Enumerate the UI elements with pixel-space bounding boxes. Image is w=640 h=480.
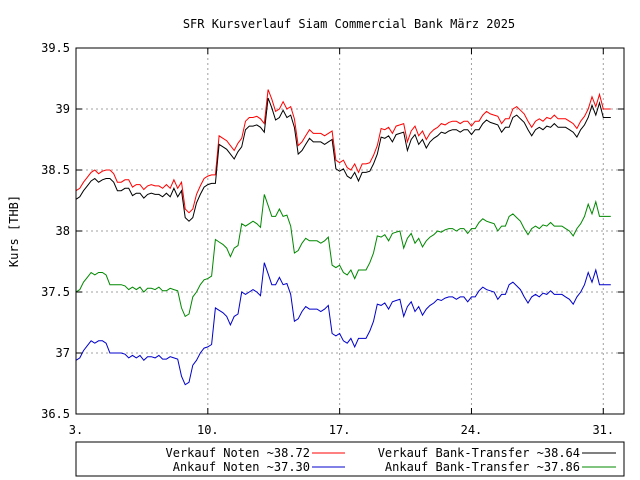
legend-label-2: Verkauf Bank-Transfer ~38.64 <box>378 446 580 460</box>
legend-label-4: Ankauf Bank-Transfer ~37.86 <box>385 460 580 474</box>
y-tick-label: 36.5 <box>41 407 70 421</box>
legend-label-1: Verkauf Noten ~38.72 <box>166 446 311 460</box>
grid <box>76 48 624 414</box>
series-line-2 <box>75 97 611 222</box>
x-tick-label: 3. <box>69 423 83 437</box>
legend-label-3: Ankauf Noten ~37.30 <box>173 460 310 474</box>
y-tick-label: 38 <box>56 224 70 238</box>
chart-title: SFR Kursverlauf Siam Commercial Bank Mär… <box>183 17 515 31</box>
y-axis-label: Kurs [THB] <box>7 195 21 267</box>
axis-ticks: 36.5 37 37.5 38 38.5 39 39.5 3. 10. 17. 24. 31. <box>41 41 624 437</box>
legend-box <box>75 441 625 477</box>
y-tick-label: 38.5 <box>41 163 70 177</box>
y-tick-label: 37.5 <box>41 285 70 299</box>
series-line-3 <box>75 262 611 386</box>
y-tick-label: 39.5 <box>41 41 70 55</box>
x-tick-label: 10. <box>197 423 219 437</box>
legend: Verkauf Noten ~38.72 Verkauf Bank-Transfe… <box>75 441 625 477</box>
x-tick-label: 24. <box>461 423 483 437</box>
series-line-4 <box>75 194 611 318</box>
x-tick-label: 31. <box>592 423 614 437</box>
y-tick-label: 39 <box>56 102 70 116</box>
y-tick-label: 37 <box>56 346 70 360</box>
series-lines <box>75 89 611 386</box>
x-tick-label: 17. <box>329 423 351 437</box>
series-line-1 <box>75 89 611 214</box>
